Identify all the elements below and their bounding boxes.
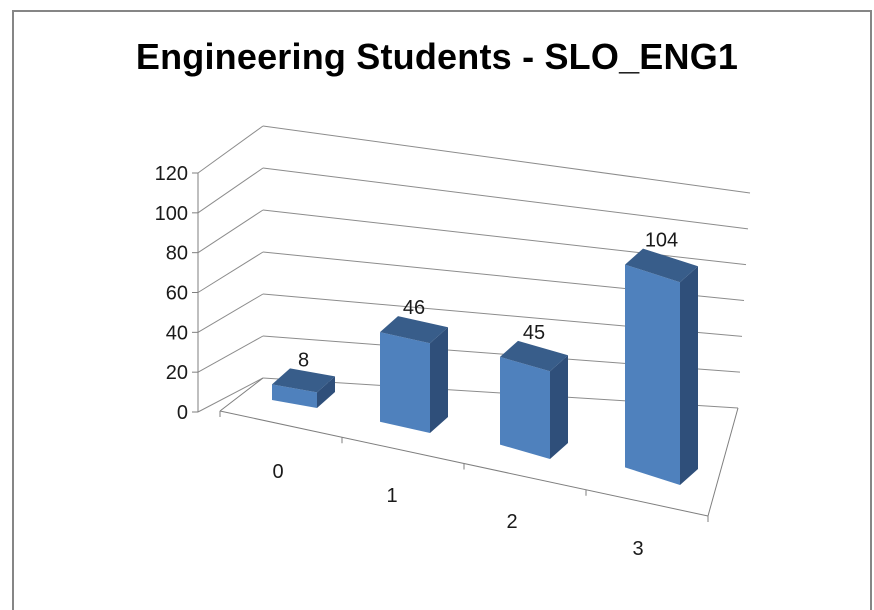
y-tick-label: 100 xyxy=(155,203,188,225)
y-tick-label: 80 xyxy=(166,243,188,265)
wall-gridline xyxy=(197,167,264,214)
x-tick-label: 2 xyxy=(506,511,517,533)
bar-side xyxy=(317,376,335,408)
gridline xyxy=(262,209,747,266)
wall-gridline xyxy=(197,251,264,293)
floor-edge xyxy=(707,407,739,517)
gridline xyxy=(262,125,751,194)
wall-gridline xyxy=(197,335,264,373)
data-label: 46 xyxy=(403,297,425,319)
bar xyxy=(500,356,550,459)
wall-gridline xyxy=(197,209,264,254)
y-tick-label: 120 xyxy=(155,163,188,185)
y-tick-label: 20 xyxy=(166,362,188,384)
bar xyxy=(625,264,680,485)
y-tick-label: 60 xyxy=(166,283,188,305)
bar-side xyxy=(680,266,698,485)
bar-side xyxy=(430,327,448,433)
bar-side xyxy=(550,355,568,459)
data-label: 8 xyxy=(298,349,309,371)
x-tick-label: 0 xyxy=(272,461,283,483)
data-label: 104 xyxy=(645,230,678,252)
chart-title: Engineering Students - SLO_ENG1 xyxy=(135,36,739,77)
wall-gridline xyxy=(197,377,264,413)
data-label: 45 xyxy=(523,322,545,344)
bar-top xyxy=(625,248,698,283)
x-tick-label: 1 xyxy=(386,485,397,507)
gridline xyxy=(262,167,749,230)
bar-top xyxy=(380,316,448,344)
bar-top xyxy=(500,340,568,372)
bar xyxy=(380,332,430,433)
wall-gridline xyxy=(197,125,264,174)
bar xyxy=(272,384,317,408)
wall-gridline xyxy=(197,293,264,333)
x-tick-label: 3 xyxy=(632,538,643,560)
bar-top xyxy=(272,368,335,393)
floor-edge xyxy=(219,377,264,412)
y-tick-label: 0 xyxy=(177,402,188,424)
y-tick-label: 40 xyxy=(166,322,188,344)
